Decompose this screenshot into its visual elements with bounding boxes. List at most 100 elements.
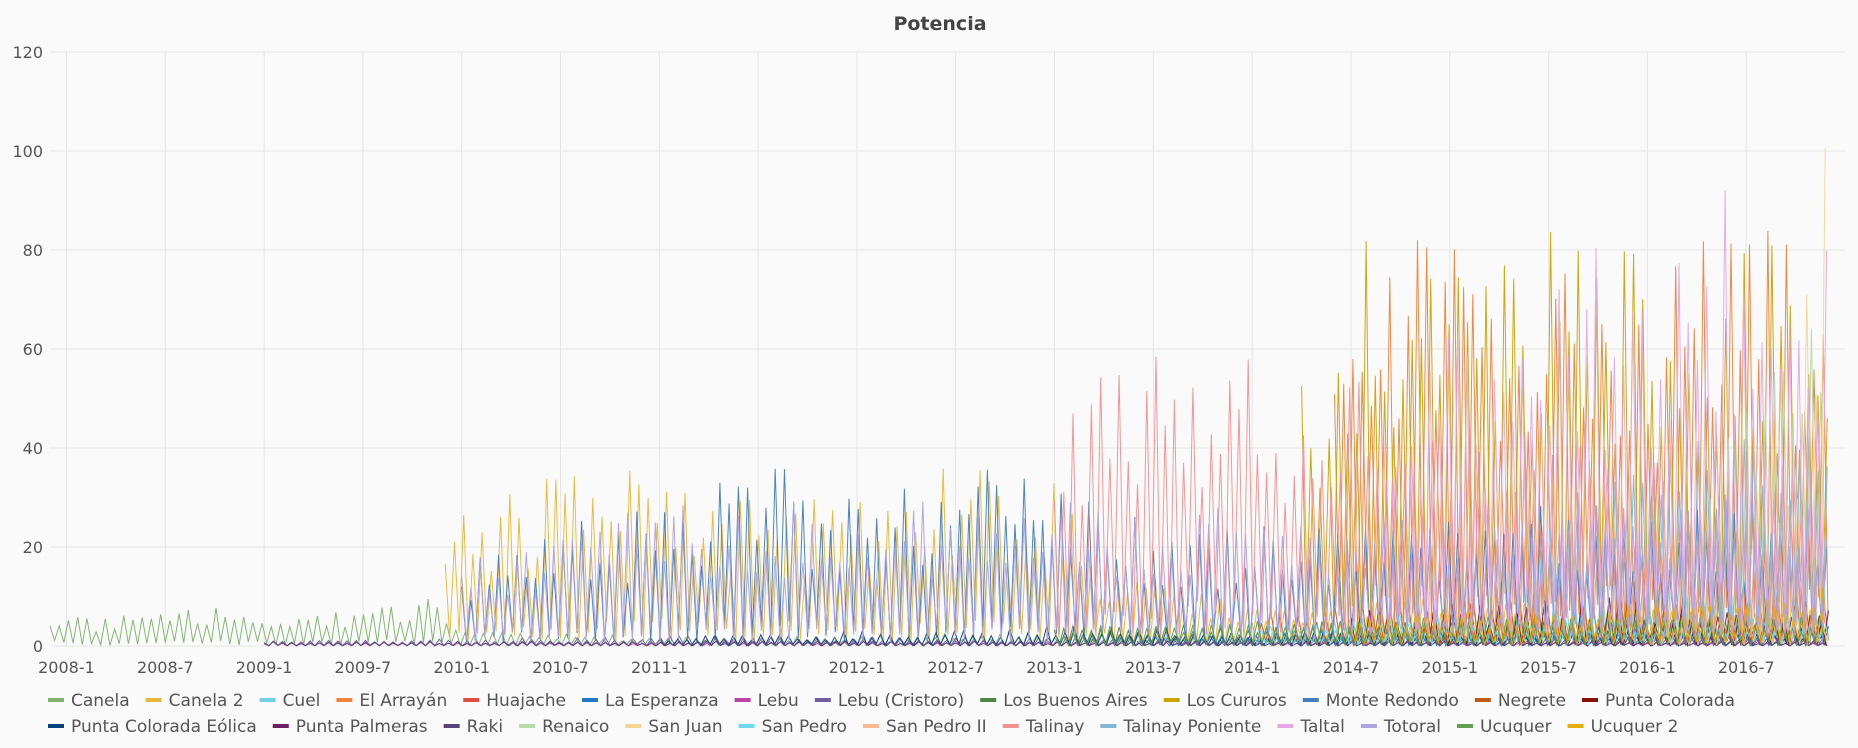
legend-item[interactable]: Canela 2	[145, 691, 244, 711]
y-tick-label: 100	[12, 142, 43, 161]
legend-item[interactable]: Canela	[48, 691, 130, 711]
grid	[50, 51, 1845, 647]
legend-swatch	[734, 698, 751, 702]
x-tick-label: 2014-7	[1323, 658, 1380, 677]
legend-item[interactable]: El Arrayán	[336, 691, 447, 711]
legend-label: Lebu (Cristoro)	[838, 691, 964, 711]
legend-item[interactable]: Monte Redondo	[1302, 691, 1459, 711]
x-tick-label: 2010-7	[532, 658, 589, 677]
legend-label: Cuel	[283, 691, 321, 711]
y-tick-label: 40	[23, 439, 43, 458]
legend-label: Los Cururos	[1187, 691, 1287, 711]
legend-swatch	[1163, 698, 1180, 702]
x-tick-label: 2014-1	[1224, 658, 1281, 677]
legend-swatch	[1302, 698, 1319, 702]
legend-item[interactable]: Negrete	[1474, 691, 1566, 711]
legend-label: Punta Colorada	[1605, 691, 1735, 711]
legend-swatch	[581, 698, 598, 702]
legend-item[interactable]: Lebu (Cristoro)	[814, 691, 964, 711]
legend-label: San Juan	[648, 717, 722, 737]
legend-label: San Pedro	[762, 717, 847, 737]
y-tick-label: 60	[23, 340, 43, 359]
legend-label: Raki	[467, 717, 503, 737]
legend-item[interactable]: Punta Colorada	[1582, 691, 1735, 711]
legend-item[interactable]: Lebu	[734, 691, 799, 711]
legend-item[interactable]: San Pedro II	[862, 717, 987, 737]
legend-item[interactable]: San Pedro	[738, 717, 847, 737]
legend-swatch	[625, 724, 642, 728]
y-tick-label: 20	[23, 538, 43, 557]
series-lines	[49, 147, 1829, 648]
x-tick-label: 2011-7	[730, 658, 787, 677]
legend-label: Talinay Poniente	[1122, 717, 1261, 737]
x-tick-label: 2012-7	[927, 658, 984, 677]
legend-label: Monte Redondo	[1326, 691, 1459, 711]
legend-item[interactable]: Talinay	[1002, 717, 1085, 737]
legend-item[interactable]: Ucuquer	[1457, 717, 1552, 737]
legend-swatch	[1100, 724, 1117, 728]
legend-item[interactable]: La Esperanza	[581, 691, 719, 711]
legend-label: Canela 2	[169, 691, 244, 711]
legend-swatch	[48, 698, 64, 702]
legend-label: Taltal	[1299, 717, 1345, 737]
legend: Canela Canela 2 Cuel El Arrayán Huajache La E…	[48, 691, 1735, 737]
legend-item[interactable]: Los Buenos Aires	[980, 691, 1148, 711]
legend-label: Canela	[71, 691, 130, 711]
legend-swatch	[519, 724, 536, 728]
legend-label: El Arrayán	[359, 691, 447, 711]
series-line	[461, 492, 1828, 644]
legend-item[interactable]: Taltal	[1277, 717, 1345, 737]
chart-title: Potencia	[893, 13, 986, 35]
legend-item[interactable]: Ucuquer 2	[1567, 717, 1679, 737]
legend-label: Talinay	[1025, 717, 1085, 737]
legend-item[interactable]: Punta Colorada Eólica	[48, 717, 257, 737]
axes: 0 20 40 60 80 100 120 2008-1 2008-7 2009-1 2009-7 2…	[12, 43, 1774, 677]
legend-item[interactable]: Totoral	[1360, 717, 1441, 737]
series-line	[1251, 597, 1829, 648]
legend-swatch	[336, 698, 353, 702]
x-tick-label: 2011-1	[631, 658, 688, 677]
series-line	[1136, 625, 1829, 648]
legend-label: Ucuquer	[1480, 717, 1552, 737]
legend-item[interactable]: Renaico	[519, 717, 609, 737]
legend-item[interactable]: San Juan	[625, 717, 723, 737]
legend-item[interactable]: Talinay Poniente	[1100, 717, 1261, 737]
legend-item[interactable]: Punta Palmeras	[272, 717, 428, 737]
legend-swatch	[862, 724, 879, 728]
legend-swatch	[980, 698, 997, 702]
legend-label: Punta Palmeras	[296, 717, 428, 737]
legend-label: Renaico	[542, 717, 609, 737]
x-tick-label: 2010-1	[433, 658, 490, 677]
x-tick-label: 2009-7	[335, 658, 392, 677]
x-tick-label: 2012-1	[829, 658, 886, 677]
legend-swatch	[1277, 724, 1294, 728]
x-tick-label: 2015-1	[1421, 658, 1478, 677]
legend-swatch	[1360, 724, 1377, 728]
legend-swatch	[1474, 698, 1491, 702]
legend-label: San Pedro II	[886, 717, 987, 737]
y-tick-label: 0	[33, 637, 43, 656]
legend-label: Negrete	[1498, 691, 1566, 711]
x-tick-label: 2008-1	[38, 658, 95, 677]
x-tick-label: 2008-7	[137, 658, 194, 677]
x-tick-label: 2009-1	[236, 658, 293, 677]
legend-swatch	[463, 698, 480, 702]
legend-item[interactable]: Cuel	[259, 691, 321, 711]
y-tick-label: 120	[12, 43, 43, 62]
legend-item[interactable]: Los Cururos	[1163, 691, 1287, 711]
legend-item[interactable]: Huajache	[463, 691, 566, 711]
legend-swatch	[1457, 724, 1474, 728]
legend-swatch	[1002, 724, 1019, 728]
legend-swatch	[259, 698, 276, 702]
legend-swatch	[738, 724, 755, 728]
legend-swatch	[1567, 724, 1584, 728]
legend-swatch	[145, 698, 162, 702]
x-tick-label: 2016-1	[1619, 658, 1676, 677]
legend-swatch	[814, 698, 831, 702]
series-line	[1334, 230, 1829, 636]
legend-label: Ucuquer 2	[1591, 717, 1679, 737]
x-tick-label: 2013-1	[1026, 658, 1083, 677]
legend-label: Lebu	[758, 691, 799, 711]
legend-item[interactable]: Raki	[443, 717, 503, 737]
